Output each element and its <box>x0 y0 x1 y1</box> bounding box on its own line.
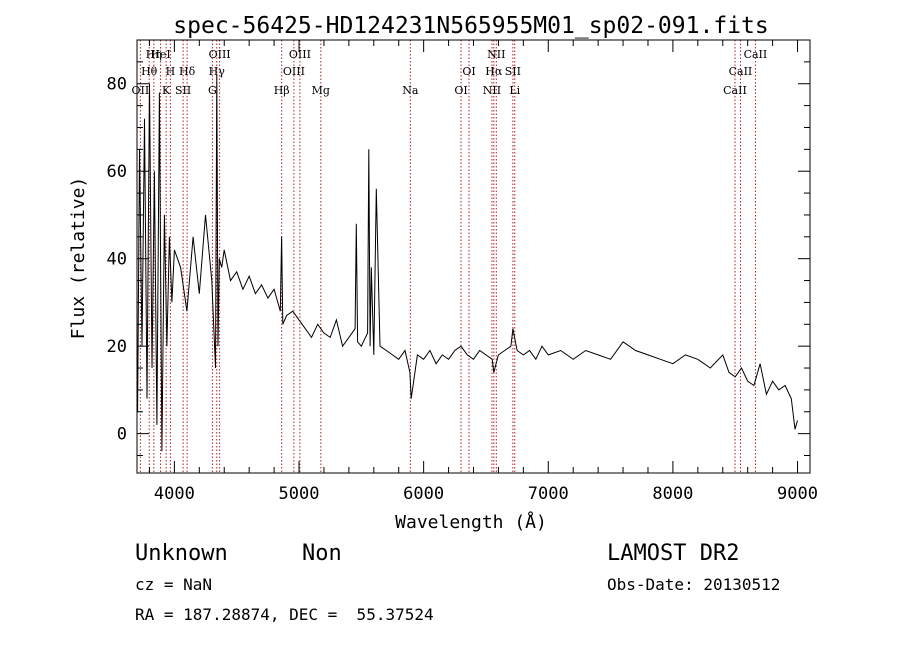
obs-date: Obs-Date: 20130512 <box>607 575 780 594</box>
emission-line-label: Hγ <box>209 65 226 78</box>
object-subclass: Non <box>302 541 342 566</box>
emission-line-label: K <box>162 84 171 97</box>
emission-line-label: CaII <box>723 84 747 97</box>
emission-line-label: Hη <box>146 48 162 61</box>
x-tick-label: 7000 <box>528 484 569 504</box>
x-tick-label: 9000 <box>777 484 818 504</box>
plot-area <box>136 39 811 474</box>
y-tick-label: 0 <box>117 425 127 445</box>
emission-line-label: SII <box>505 65 521 78</box>
emission-line-label: SII <box>175 84 191 97</box>
emission-line-label: OIII <box>283 65 305 78</box>
emission-line-label: Hα <box>485 65 503 78</box>
y-axis-label: Flux (relative) <box>68 177 89 340</box>
x-axis-label: Wavelength (Å) <box>395 511 547 533</box>
emission-line-label: NII <box>483 84 501 97</box>
emission-line-label: Na <box>402 84 419 97</box>
x-tick-label: 8000 <box>652 484 693 504</box>
spectrum-series <box>137 74 798 452</box>
emission-line-label: HeI <box>150 48 170 61</box>
emission-line-markers <box>139 40 756 473</box>
y-tick-label: 40 <box>107 250 127 270</box>
emission-line-label: OIII <box>209 48 231 61</box>
coordinates: RA = 187.28874, DEC = 55.37524 <box>135 605 434 624</box>
y-axis-ticks: 0 20 40 60 80 <box>107 39 810 457</box>
emission-line-label: Li <box>509 84 520 97</box>
x-tick-label: 5000 <box>279 484 320 504</box>
emission-line-label: OI <box>454 84 467 97</box>
emission-line-label: H <box>166 65 176 78</box>
survey-name: LAMOST DR2 <box>607 541 739 566</box>
emission-line-label: OII <box>132 84 150 97</box>
y-tick-label: 20 <box>107 337 127 357</box>
emission-line-label: CaII <box>729 65 753 78</box>
emission-line-label: G <box>208 84 217 97</box>
emission-line-label: Mg <box>312 84 330 97</box>
x-tick-label: 4000 <box>154 484 195 504</box>
emission-line-label: Hβ <box>274 84 290 97</box>
emission-line-label: CaII <box>744 48 768 61</box>
emission-line-label: Hδ <box>179 65 196 78</box>
emission-line-label: NII <box>487 48 505 61</box>
x-axis-ticks: 4000 5000 6000 7000 8000 9000 <box>148 40 818 504</box>
y-tick-label: 60 <box>107 162 127 182</box>
object-class: Unknown <box>135 541 228 566</box>
y-tick-label: 80 <box>107 75 127 95</box>
emission-line-label: OIII <box>289 48 311 61</box>
x-tick-label: 6000 <box>403 484 444 504</box>
chart-title: spec-56425-HD124231N565955M01_sp02-091.f… <box>173 13 768 39</box>
emission-line-label: Hθ <box>141 65 158 78</box>
redshift-cz: cz = NaN <box>135 575 212 594</box>
emission-line-label: OI <box>462 65 475 78</box>
